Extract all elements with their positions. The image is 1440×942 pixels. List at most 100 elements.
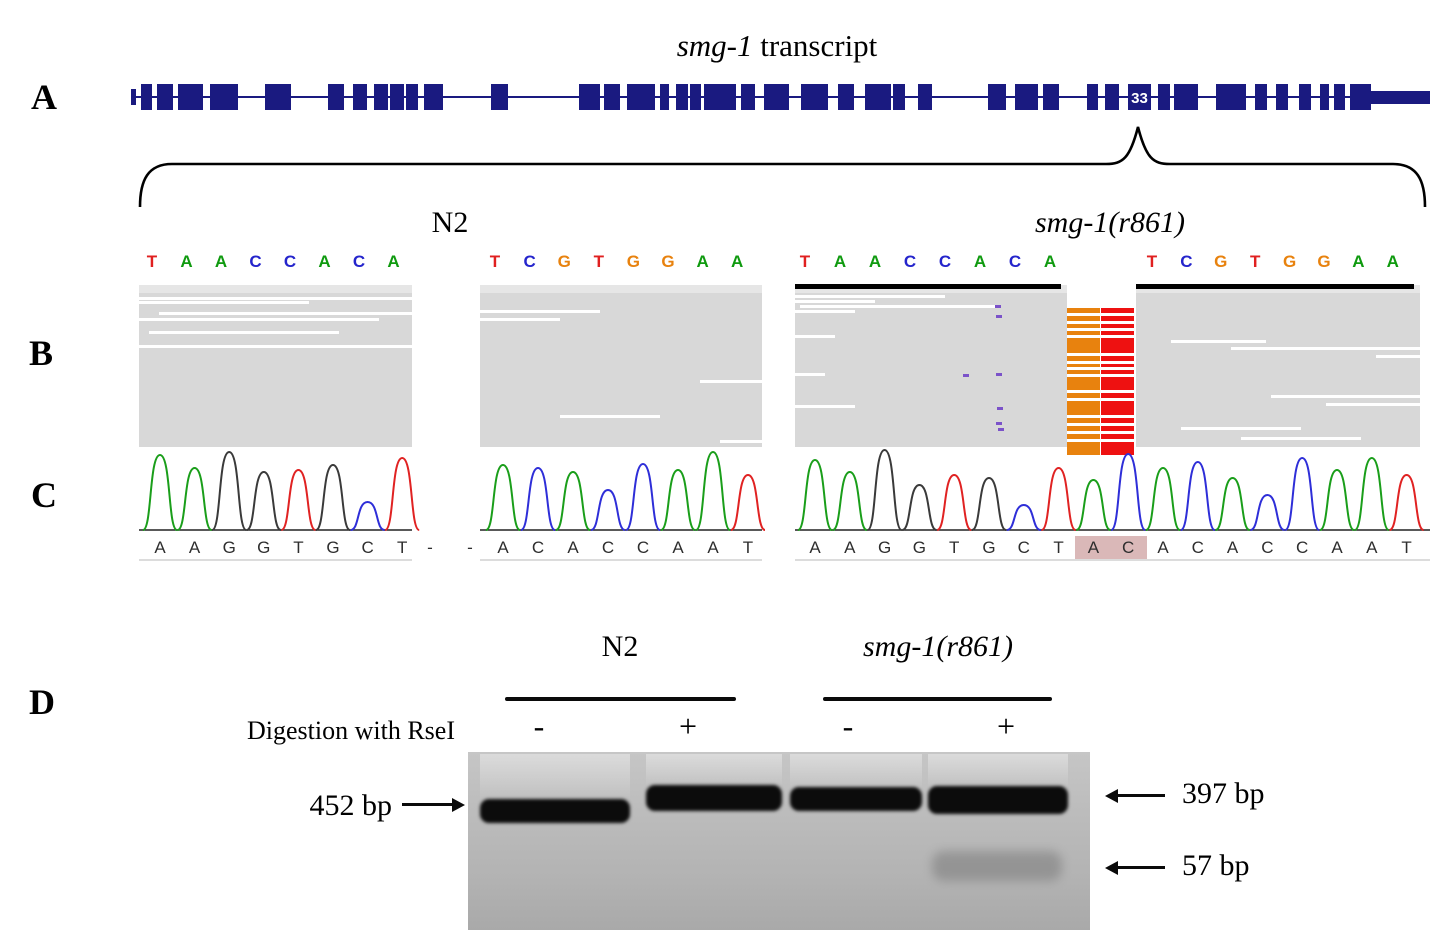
- reference-base-letter: C: [1180, 252, 1193, 271]
- exon-box: [328, 84, 344, 110]
- gene-model-diagram: 33: [131, 84, 1430, 208]
- left-arrow-icon: [1105, 861, 1118, 875]
- chromatogram-underline: [139, 559, 412, 561]
- reference-base-letter: C: [938, 252, 952, 271]
- chromatogram-peak: [1215, 476, 1251, 531]
- chromatogram-peak: [695, 450, 731, 531]
- chromatogram-peak: [730, 473, 766, 531]
- gel-group-underline: [505, 697, 736, 701]
- exon-box: [210, 84, 238, 110]
- chromatogram-peak: [315, 463, 351, 531]
- base-call-letter: G: [912, 538, 927, 557]
- faint-gel-band: [932, 851, 1062, 881]
- digestion-mark: +: [678, 708, 698, 744]
- reference-base-letter: G: [626, 252, 641, 271]
- read-gap-streak: [1271, 395, 1420, 398]
- chromatogram-peak: [866, 448, 903, 531]
- mismatch-mark: [963, 374, 969, 377]
- exon-box: [1334, 84, 1345, 110]
- exon-box: [660, 84, 669, 110]
- base-call-letter: T: [742, 538, 754, 557]
- left-arrow-line: [1117, 866, 1165, 869]
- lane-smear: [480, 754, 630, 801]
- exon-box: [1105, 84, 1119, 110]
- read-gap-streak: [795, 295, 945, 298]
- chromatogram-peak: [384, 456, 421, 531]
- alignment-block: [480, 285, 762, 447]
- base-call-letter: C: [1191, 538, 1204, 557]
- insertion-row-gap: [1101, 335, 1134, 338]
- insertion-row-gap: [1101, 390, 1134, 393]
- base-call-letter: G: [326, 538, 340, 557]
- chromatogram-underline: [480, 559, 762, 561]
- chromatogram-peak: [1389, 473, 1425, 531]
- insertion-row-gap: [1101, 328, 1134, 331]
- base-call-letter: C: [1017, 538, 1030, 557]
- exon-box: [1276, 84, 1288, 110]
- read-gap-streak: [480, 310, 600, 313]
- reference-base-letter: A: [696, 252, 709, 271]
- panel-a-label: A: [31, 77, 57, 117]
- lane-smear: [646, 754, 782, 787]
- exon-box: [141, 84, 152, 110]
- reference-base-letter: A: [1043, 252, 1057, 271]
- insertion-row-gap: [1067, 431, 1100, 434]
- read-gap-streak: [720, 440, 762, 443]
- reference-base-letter: A: [214, 252, 228, 271]
- mismatch-mark: [996, 315, 1002, 318]
- reference-base-letter: A: [318, 252, 331, 271]
- mismatch-mark: [996, 373, 1002, 376]
- exon-box: [390, 84, 404, 110]
- insertion-row-gap: [1067, 439, 1100, 442]
- read-gap-streak: [795, 405, 855, 408]
- reference-base-letter: G: [1214, 252, 1228, 271]
- insertion-row-gap: [1067, 328, 1100, 331]
- reference-base-letter: T: [1146, 252, 1158, 271]
- exon-box: [1043, 84, 1059, 110]
- chromatogram-peak: [177, 466, 213, 531]
- digestion-mark: +: [996, 708, 1016, 744]
- alignment-block-header-strip: [480, 285, 762, 293]
- read-gap-streak: [139, 301, 309, 304]
- exon-box: [1174, 84, 1198, 110]
- base-call-letter: T: [1053, 538, 1064, 557]
- insertion-row-gap: [1067, 390, 1100, 393]
- chromatogram-peak: [350, 500, 385, 531]
- chromatogram-peak: [520, 466, 556, 531]
- chromatogram-peak: [1041, 466, 1077, 531]
- exon-box: [893, 84, 905, 110]
- base-call-letter: G: [222, 538, 236, 557]
- sanger-chromatograms: [139, 448, 1430, 531]
- chromatogram-peak: [245, 470, 282, 531]
- insertion-row-gap: [1067, 423, 1100, 426]
- insertion-row-gap: [1067, 361, 1100, 364]
- r861-column-header: smg-1(r861): [1035, 206, 1185, 239]
- exon-box: [491, 84, 508, 110]
- reference-base-letter: G: [661, 252, 675, 271]
- lane-smear: [790, 754, 922, 789]
- read-gap-streak: [1326, 403, 1420, 406]
- base-call-letter: T: [396, 538, 408, 557]
- base-call-letter: A: [497, 538, 509, 557]
- chromatogram-peak: [1249, 493, 1285, 531]
- alignment-block-header-strip: [795, 285, 1067, 293]
- chromatogram-peak: [1110, 452, 1147, 531]
- reference-base-letter: T: [1249, 252, 1261, 271]
- chromatogram-peak: [901, 483, 937, 531]
- panel-b-label: B: [29, 333, 54, 373]
- read-gap-streak: [139, 318, 379, 321]
- exon-box: [801, 84, 828, 110]
- mismatch-mark: [995, 305, 1001, 308]
- insertion-row-gap: [1101, 367, 1134, 370]
- n2-column-header: N2: [431, 206, 469, 239]
- insertion-row-gap: [1101, 423, 1134, 426]
- chromatogram-peak: [1006, 503, 1042, 531]
- base-call-letter: T: [293, 538, 304, 557]
- insertion-row-gap: [1101, 415, 1134, 418]
- base-call-letter: G: [257, 538, 271, 557]
- chromatogram-peak: [971, 476, 1007, 531]
- read-gap-streak: [1171, 340, 1266, 343]
- base-call-letter: G: [877, 538, 892, 557]
- exon-box: [579, 84, 600, 110]
- exon-box: [1299, 84, 1311, 110]
